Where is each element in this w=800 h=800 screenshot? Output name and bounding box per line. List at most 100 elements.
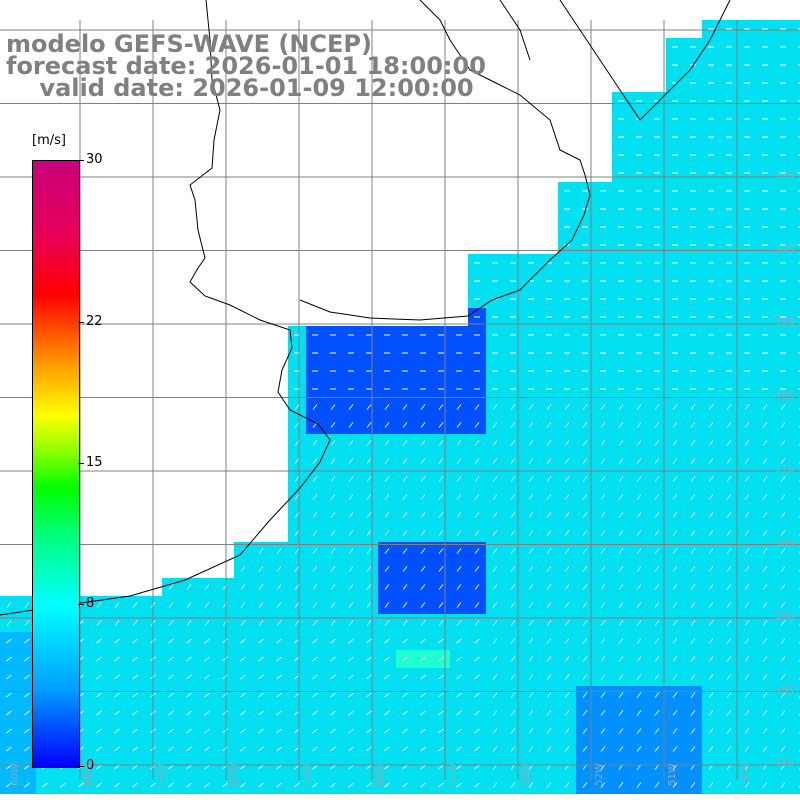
wind-arrow	[114, 674, 120, 680]
wind-arrow	[330, 494, 336, 500]
wind-arrow	[168, 584, 174, 590]
wind-arrow	[456, 692, 462, 698]
wind-arrow	[564, 404, 570, 410]
wind-arrow	[636, 620, 642, 626]
wind-arrow	[510, 620, 516, 626]
wind-arrow	[294, 440, 300, 446]
wind-arrow	[582, 782, 588, 788]
wind-arrow	[402, 548, 408, 554]
wind-arrow	[672, 440, 678, 446]
wind-arrow	[348, 494, 354, 500]
wind-arrow	[348, 512, 354, 518]
wind-arrow	[384, 566, 390, 572]
wind-arrow	[168, 638, 174, 644]
wind-arrow	[186, 656, 192, 662]
wind-arrow	[366, 692, 372, 698]
wind-arrow	[240, 692, 246, 698]
wind-arrow	[564, 746, 570, 752]
wind-arrow	[708, 782, 714, 788]
wind-arrow	[240, 620, 246, 626]
wind-arrow	[204, 584, 210, 590]
wind-arrow	[582, 422, 588, 428]
wind-arrow	[690, 476, 696, 482]
wind-arrow	[294, 458, 300, 464]
wind-arrow	[384, 674, 390, 680]
wind-arrow	[744, 584, 750, 590]
longitude-label: 51W	[666, 763, 678, 786]
wind-arrow	[438, 512, 444, 518]
wind-arrow	[672, 674, 678, 680]
wind-arrow	[780, 512, 786, 518]
wind-arrow	[510, 782, 516, 788]
wind-arrow	[348, 764, 354, 770]
wind-arrow	[618, 728, 624, 734]
wind-arrow	[330, 476, 336, 482]
coastline-east	[559, 0, 731, 121]
wind-arrow	[402, 656, 408, 662]
wind-arrow	[672, 494, 678, 500]
colorbar-tick-label: 15	[86, 455, 103, 470]
wind-arrow	[762, 656, 768, 662]
colorbar-tick-label: 0	[86, 758, 95, 773]
wind-arrow	[474, 458, 480, 464]
wind-arrow	[348, 710, 354, 716]
wind-arrow	[564, 512, 570, 518]
wind-arrow	[564, 656, 570, 662]
wind-arrow	[456, 512, 462, 518]
wind-arrow	[204, 692, 210, 698]
wind-arrow	[708, 710, 714, 716]
wind-arrow	[24, 746, 30, 752]
wind-arrow	[474, 512, 480, 518]
wind-arrow	[114, 656, 120, 662]
wind-arrow	[456, 476, 462, 482]
wind-arrow	[654, 584, 660, 590]
wind-arrow	[636, 566, 642, 572]
wind-arrow	[294, 404, 300, 410]
wind-arrow	[672, 422, 678, 428]
wind-arrow	[780, 548, 786, 554]
wind-arrow	[366, 404, 372, 410]
colorbar-tick-mark	[78, 766, 84, 767]
wind-arrow	[762, 692, 768, 698]
wind-arrow	[762, 782, 768, 788]
wind-arrow	[384, 548, 390, 554]
wind-arrow	[258, 782, 264, 788]
wind-arrow	[474, 602, 480, 608]
field-cell	[792, 20, 800, 38]
wind-arrow	[384, 512, 390, 518]
wind-arrow	[636, 404, 642, 410]
wind-arrow	[330, 764, 336, 770]
wind-arrow	[492, 602, 498, 608]
wind-arrow	[528, 476, 534, 482]
wind-arrow	[168, 656, 174, 662]
wind-arrow	[582, 566, 588, 572]
wind-arrow	[708, 476, 714, 482]
wind-arrow	[348, 674, 354, 680]
wind-arrow	[546, 422, 552, 428]
wind-arrow	[420, 584, 426, 590]
wind-arrow	[204, 782, 210, 788]
wind-arrow	[636, 782, 642, 788]
wind-arrow	[762, 494, 768, 500]
wind-arrow	[456, 530, 462, 536]
wind-arrow	[78, 764, 84, 770]
wind-arrow	[528, 620, 534, 626]
wind-arrow	[528, 782, 534, 788]
wind-arrow	[420, 440, 426, 446]
wind-arrow	[726, 476, 732, 482]
wind-arrow	[456, 674, 462, 680]
field-cell	[792, 56, 800, 74]
field-cell	[792, 398, 800, 416]
wind-arrow	[168, 674, 174, 680]
wind-arrow	[744, 422, 750, 428]
wind-arrow	[762, 602, 768, 608]
wind-arrow	[582, 476, 588, 482]
field-cell	[792, 470, 800, 488]
wind-arrow	[384, 584, 390, 590]
wind-arrow	[582, 674, 588, 680]
wind-arrow	[600, 746, 606, 752]
wind-arrow	[6, 782, 12, 788]
field-cell	[792, 380, 800, 398]
wind-arrow	[600, 494, 606, 500]
wind-arrow	[276, 692, 282, 698]
